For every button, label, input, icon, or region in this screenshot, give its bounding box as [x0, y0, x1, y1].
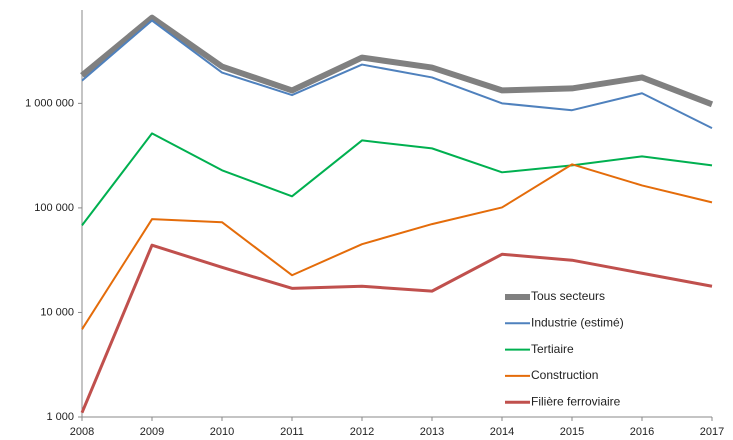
x-tick-label: 2015	[560, 426, 584, 438]
series-line	[81, 132, 713, 227]
x-tick-label: 2011	[280, 426, 304, 438]
series-line	[81, 19, 713, 129]
x-tick-label: 2017	[700, 426, 724, 438]
x-tick-label: 2010	[210, 426, 234, 438]
y-tick-label: 1 000 000	[25, 97, 74, 109]
x-tick-label: 2008	[70, 426, 94, 438]
y-tick-label: 10 000	[40, 306, 74, 318]
legend-label: Industrie (estimé)	[531, 315, 624, 329]
legend-label: Construction	[531, 368, 598, 382]
series-line	[81, 163, 713, 330]
legend-label: Tertiaire	[531, 342, 574, 356]
x-tick-label: 2012	[350, 426, 374, 438]
x-tick-label: 2013	[420, 426, 444, 438]
legend-label: Filière ferroviaire	[531, 394, 621, 408]
x-tick-label: 2016	[630, 426, 654, 438]
y-tick-label: 1 000	[46, 411, 74, 423]
y-tick-label: 100 000	[34, 202, 74, 214]
series-line	[80, 14, 714, 108]
x-tick-label: 2009	[140, 426, 164, 438]
series-line	[80, 243, 713, 414]
legend-label: Tous secteurs	[531, 289, 605, 303]
x-tick-label: 2014	[490, 426, 514, 438]
